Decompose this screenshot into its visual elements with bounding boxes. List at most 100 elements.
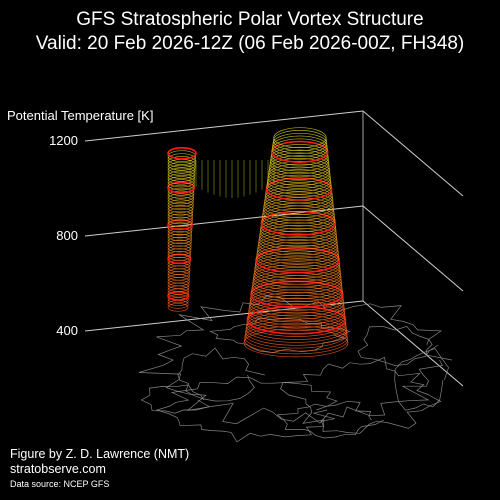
z-tick-label: 800 xyxy=(56,228,78,243)
coastline xyxy=(357,325,439,366)
coastline xyxy=(155,376,338,443)
isosurface-contour xyxy=(167,233,192,244)
isosurface-contour xyxy=(244,322,348,352)
highlight-contour xyxy=(255,247,340,274)
isosurface-contour xyxy=(268,160,331,183)
isosurface-contour xyxy=(263,197,335,221)
isosurface-contour xyxy=(254,258,341,285)
z-tick-label: 1200 xyxy=(49,133,78,148)
isosurface-contour xyxy=(167,228,193,239)
isosurface-contour xyxy=(252,267,342,294)
isosurface-contour xyxy=(167,190,195,202)
isosurface-contour xyxy=(167,187,195,199)
isosurface-contour xyxy=(254,255,341,282)
isosurface-contour xyxy=(167,245,192,256)
isosurface-contour xyxy=(263,191,334,215)
isosurface-contour xyxy=(246,308,347,337)
isosurface-contour xyxy=(258,227,338,253)
isosurface-contour xyxy=(167,242,192,253)
isosurface-contour xyxy=(264,188,334,212)
isosurface-contour xyxy=(267,169,332,192)
isosurface-contour xyxy=(272,135,328,157)
isosurface-contour xyxy=(167,179,195,191)
isosurface-contour xyxy=(260,216,337,242)
isosurface-contour xyxy=(255,250,340,276)
isosurface-contour xyxy=(167,222,193,233)
z-gridline xyxy=(84,110,364,142)
isosurface-contour xyxy=(167,193,194,205)
isosurface-contour xyxy=(167,205,194,216)
base-map xyxy=(138,295,452,443)
isosurface-contour xyxy=(273,127,327,149)
isosurface-contour xyxy=(167,251,191,261)
data-source-credit: Data source: NCEP GFS xyxy=(10,479,110,489)
isosurface-contour xyxy=(167,210,194,222)
isosurface-contour xyxy=(252,269,343,297)
isosurface-contour xyxy=(245,317,348,346)
z-gridline xyxy=(84,205,364,237)
vortex-isosurface xyxy=(167,127,349,358)
isosurface-contour xyxy=(253,261,342,288)
isosurface-contour xyxy=(167,216,193,227)
coastline xyxy=(138,295,452,425)
isosurface-contour xyxy=(167,256,191,267)
isosurface-contour xyxy=(256,241,339,268)
isosurface-contour xyxy=(269,152,330,175)
coastline xyxy=(280,356,442,434)
isosurface-contour xyxy=(266,172,332,195)
isosurface-contour xyxy=(167,302,189,312)
isosurface-contour xyxy=(167,176,195,188)
isosurface-contour xyxy=(256,239,339,265)
isosurface-contour xyxy=(269,155,330,178)
isosurface-contour xyxy=(167,167,196,179)
isosurface-contour xyxy=(167,225,193,236)
highlight-contour xyxy=(270,140,329,163)
isosurface-contour xyxy=(167,202,194,213)
coastline xyxy=(140,384,211,414)
isosurface-contour xyxy=(167,196,194,208)
isosurface-contour xyxy=(257,236,339,262)
isosurface-contour xyxy=(167,184,195,196)
isosurface-contour xyxy=(167,156,196,168)
z-tick-label: 400 xyxy=(56,323,78,338)
isosurface-contour xyxy=(167,213,193,225)
isosurface-contour xyxy=(245,314,347,343)
highlight-contour xyxy=(265,177,333,201)
figure-credit: Figure by Z. D. Lawrence (NMT) xyxy=(10,447,190,461)
chart-subtitle: Valid: 20 Feb 2026-12Z (06 Feb 2026-00Z,… xyxy=(35,33,465,54)
axes-layer xyxy=(84,110,464,387)
isosurface-contour xyxy=(268,163,331,186)
z-gridline xyxy=(362,110,464,197)
isosurface-contour xyxy=(256,244,340,271)
highlight-contour xyxy=(167,181,196,194)
isosurface-contour xyxy=(167,248,192,258)
highlight-contour xyxy=(246,305,347,335)
isosurface-contour xyxy=(167,170,196,182)
highlight-contour xyxy=(167,219,194,231)
isosurface-contour xyxy=(244,320,348,349)
isosurface-contour xyxy=(167,199,194,211)
isosurface-contour xyxy=(248,295,345,323)
highlight-contour xyxy=(167,147,197,160)
isosurface-contour xyxy=(259,219,337,244)
isosurface-contour xyxy=(270,144,329,166)
isosurface-contour xyxy=(266,174,332,198)
isosurface-contour xyxy=(265,183,333,207)
isosurface-contour xyxy=(263,194,334,218)
isosurface-contour xyxy=(257,233,339,259)
isosurface-contour xyxy=(167,164,196,177)
isosurface-contour xyxy=(167,239,192,250)
isosurface-contour xyxy=(254,253,341,279)
isosurface-contour xyxy=(246,311,347,340)
isosurface-contour xyxy=(244,325,349,355)
z-gridline xyxy=(362,300,464,387)
isosurface-contour xyxy=(167,297,189,307)
website-credit: stratobserve.com xyxy=(10,462,106,476)
isosurface-contour xyxy=(271,138,328,160)
isosurface-contour xyxy=(247,300,346,329)
isosurface-contour xyxy=(247,303,346,332)
isosurface-contour xyxy=(253,264,342,291)
isosurface-contour xyxy=(258,225,338,250)
